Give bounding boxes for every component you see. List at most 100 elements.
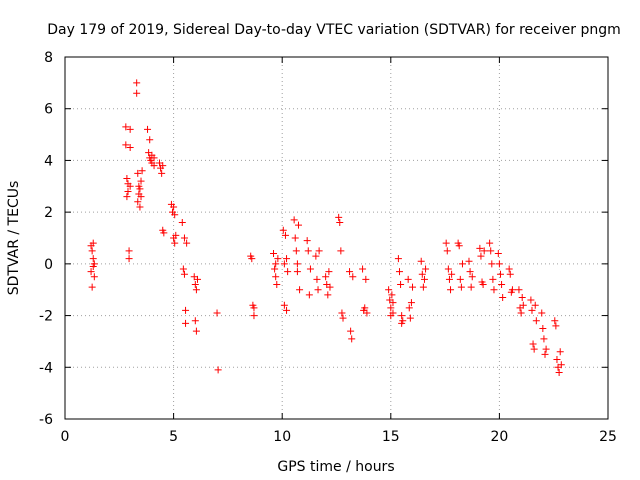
- data-point: [290, 216, 298, 224]
- data-point: [496, 270, 504, 278]
- data-point: [397, 281, 405, 289]
- data-point: [443, 247, 451, 255]
- data-point: [283, 306, 291, 314]
- data-point: [280, 301, 288, 309]
- data-point: [312, 252, 320, 260]
- data-point: [465, 257, 473, 265]
- data-point: [385, 286, 393, 294]
- data-point: [477, 252, 485, 260]
- data-point: [180, 270, 188, 278]
- data-point: [418, 270, 426, 278]
- data-point: [274, 255, 282, 263]
- data-point: [125, 247, 133, 255]
- data-point: [552, 322, 560, 330]
- data-point: [136, 185, 144, 193]
- data-point: [90, 273, 98, 281]
- data-point: [422, 265, 430, 273]
- data-point: [539, 325, 547, 332]
- data-point: [448, 270, 456, 278]
- data-point: [90, 260, 98, 268]
- data-point: [281, 231, 289, 239]
- data-point: [214, 366, 222, 374]
- data-point: [530, 345, 538, 353]
- data-point: [398, 312, 406, 320]
- data-point: [150, 154, 158, 162]
- y-tick-label: -2: [39, 309, 53, 325]
- data-point: [506, 270, 514, 278]
- data-point: [455, 242, 463, 250]
- data-point: [361, 304, 369, 312]
- data-point: [407, 299, 415, 307]
- data-point: [123, 175, 131, 183]
- data-point: [88, 247, 96, 255]
- data-point: [159, 162, 167, 170]
- data-point: [179, 265, 187, 273]
- data-point: [339, 314, 347, 322]
- data-point: [417, 257, 425, 265]
- data-point: [89, 255, 97, 263]
- data-point: [213, 309, 221, 317]
- data-point: [126, 125, 134, 133]
- data-point: [542, 345, 550, 353]
- data-point: [336, 218, 344, 226]
- data-point: [557, 361, 565, 369]
- x-tick-label: 5: [169, 429, 178, 445]
- data-point: [183, 239, 191, 247]
- data-point: [272, 260, 280, 268]
- x-tick-label: 10: [273, 429, 291, 445]
- data-point: [519, 301, 527, 309]
- data-point: [87, 268, 95, 276]
- data-point: [126, 182, 134, 190]
- data-point: [468, 273, 476, 281]
- data-point: [551, 317, 559, 325]
- data-point: [125, 255, 133, 263]
- data-point: [133, 89, 141, 97]
- x-tick-label: 25: [599, 429, 617, 445]
- data-point: [447, 286, 455, 294]
- data-point: [486, 239, 494, 247]
- data-point: [406, 314, 414, 322]
- data-point: [293, 260, 301, 268]
- data-point: [555, 368, 563, 376]
- data-point: [399, 317, 407, 325]
- data-point: [314, 286, 322, 294]
- data-point: [158, 169, 166, 177]
- data-point: [306, 265, 314, 273]
- data-point: [395, 268, 403, 276]
- y-tick-label: 8: [44, 50, 53, 66]
- data-point: [315, 247, 323, 255]
- chart-title: Day 179 of 2019, Sidereal Day-to-day VTE…: [47, 22, 621, 38]
- data-point: [499, 293, 507, 301]
- data-point: [134, 169, 142, 177]
- data-point: [387, 304, 395, 312]
- data-point: [160, 229, 168, 237]
- data-point: [292, 247, 300, 255]
- data-point: [171, 211, 179, 219]
- data-points: [87, 79, 565, 376]
- data-point: [541, 350, 549, 358]
- data-point: [494, 250, 502, 258]
- data-point: [270, 250, 278, 258]
- data-point: [304, 247, 312, 255]
- data-point: [273, 281, 281, 289]
- data-point: [182, 306, 190, 314]
- data-point: [487, 247, 495, 255]
- data-point: [248, 255, 256, 263]
- data-point: [182, 319, 190, 327]
- data-point: [126, 144, 134, 151]
- data-point: [517, 309, 525, 317]
- y-tick-label: 4: [44, 153, 53, 169]
- data-point: [337, 247, 345, 255]
- data-point: [389, 309, 397, 317]
- data-point: [338, 309, 346, 317]
- data-point: [515, 286, 523, 294]
- data-point: [394, 255, 402, 263]
- y-tick-label: 2: [44, 205, 53, 221]
- data-point: [420, 275, 428, 283]
- data-point: [178, 218, 186, 226]
- data-point: [348, 335, 356, 343]
- data-point: [442, 239, 450, 247]
- data-point: [531, 301, 539, 309]
- data-point: [363, 309, 371, 317]
- data-point: [498, 281, 506, 289]
